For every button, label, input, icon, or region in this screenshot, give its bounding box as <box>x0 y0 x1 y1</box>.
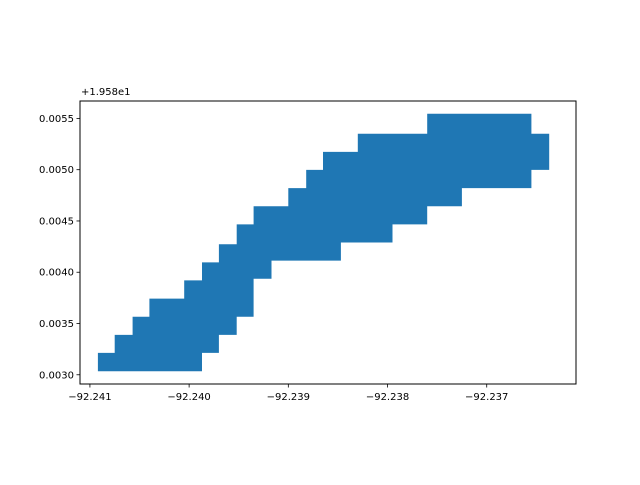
y-tick-label: 0.0030 <box>39 370 74 381</box>
x-tick-label: −92.237 <box>465 392 508 403</box>
y-tick-label: 0.0050 <box>39 165 74 176</box>
y-tick-label: 0.0040 <box>39 268 74 279</box>
y-tick-label: 0.0045 <box>39 216 74 227</box>
x-axis: −92.241 −92.240 −92.239 −92.238 −92.237 <box>68 384 508 403</box>
filled-region <box>97 113 550 372</box>
y-axis: 0.0030 0.0035 0.0040 0.0045 0.0050 0.0055 <box>39 114 80 381</box>
y-tick-label: 0.0035 <box>39 319 74 330</box>
y-tick-label: 0.0055 <box>39 114 74 125</box>
axes-frame <box>79 100 577 385</box>
x-tick-label: −92.238 <box>366 392 409 403</box>
x-tick-label: −92.240 <box>167 392 210 403</box>
y-offset-label: +1.958e1 <box>81 87 131 98</box>
x-tick-label: −92.241 <box>68 392 111 403</box>
plot-area <box>97 113 550 372</box>
x-tick-label: −92.239 <box>267 392 310 403</box>
